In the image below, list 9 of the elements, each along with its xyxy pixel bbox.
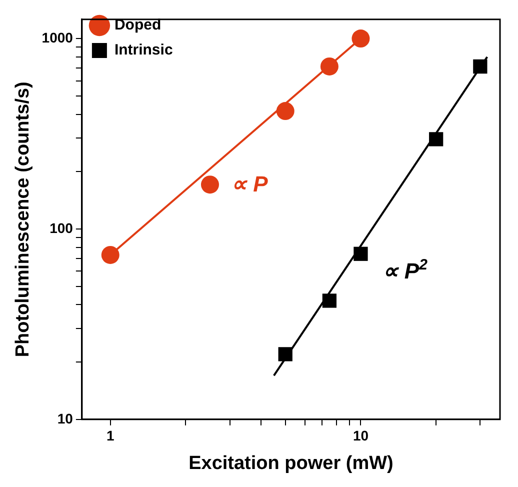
annotation: ∝ P xyxy=(230,172,268,197)
x-tick-label: 1 xyxy=(106,428,114,444)
y-tick-label: 1000 xyxy=(42,29,74,46)
y-tick-label: 100 xyxy=(50,220,74,236)
legend-label: Intrinsic xyxy=(114,42,173,59)
y-tick-label: 10 xyxy=(57,410,74,426)
legend-label: Doped xyxy=(114,16,162,34)
x-axis-title: Excitation power (mW) xyxy=(188,452,394,474)
y-axis-title: Photoluminescence (counts/s) xyxy=(12,82,34,358)
